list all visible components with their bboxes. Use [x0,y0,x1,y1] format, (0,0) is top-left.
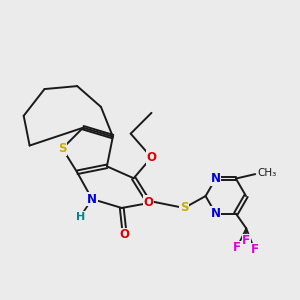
Text: O: O [143,196,154,208]
Text: S: S [180,202,188,214]
Text: F: F [250,243,259,256]
Text: S: S [58,142,67,155]
Text: N: N [211,172,221,185]
Text: CH₃: CH₃ [257,168,277,178]
Text: F: F [242,234,250,248]
Text: N: N [87,193,97,206]
Text: H: H [76,212,85,222]
Text: O: O [120,228,130,241]
Text: N: N [211,207,221,220]
Text: O: O [146,151,157,164]
Text: F: F [233,241,241,254]
